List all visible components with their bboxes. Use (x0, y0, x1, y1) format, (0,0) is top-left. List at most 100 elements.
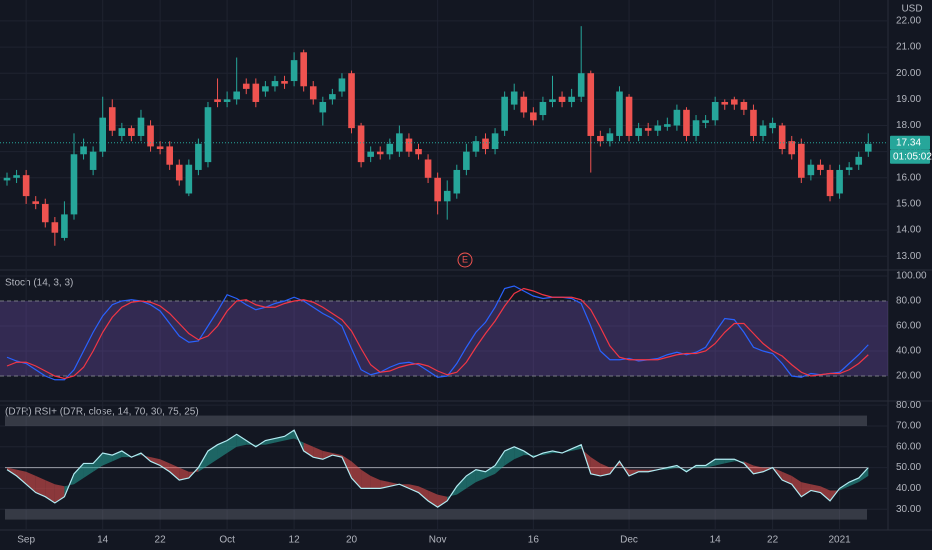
series-line (6, 429, 869, 508)
currency-label: USD (901, 4, 922, 15)
countdown-label: 01:05:02 (893, 151, 932, 162)
candle-body (329, 94, 336, 100)
candle-body (185, 164, 193, 194)
y-tick-label: 80.00 (896, 296, 921, 307)
candle-body (855, 156, 863, 165)
y-tick-label: 60.00 (896, 441, 921, 452)
x-tick-label: 14 (97, 535, 109, 546)
candle-body (472, 141, 480, 152)
rsi-fill (284, 430, 295, 441)
y-tick-label: 80.00 (896, 400, 921, 411)
candle-body (367, 151, 374, 157)
candle-body (443, 190, 451, 202)
candle-body (137, 117, 145, 136)
y-tick-label: 22.00 (896, 16, 921, 27)
x-tick-label: Nov (429, 535, 447, 546)
candle-body (826, 169, 834, 197)
candle-body (348, 73, 355, 129)
candle-body (80, 146, 87, 155)
rsi-fill (849, 477, 859, 487)
rsi-fill (217, 440, 228, 460)
candle-body (41, 203, 49, 223)
series-line (6, 285, 869, 381)
rsi-fill (600, 463, 610, 476)
candle-body (625, 96, 633, 136)
candle-body (99, 117, 106, 152)
candle-body (319, 101, 327, 113)
candle-body (195, 143, 202, 170)
candle-body (644, 128, 652, 131)
candle-body (61, 214, 68, 238)
candle-body (692, 120, 700, 136)
candle-body (769, 122, 776, 129)
candle-body (778, 125, 786, 150)
candle-body (817, 164, 824, 170)
candle-body (405, 138, 413, 152)
rsi-fill (858, 467, 869, 483)
x-tick-label: 12 (289, 535, 301, 546)
candle-body (482, 138, 489, 150)
candle-body (386, 143, 394, 155)
rsi-fill (112, 450, 122, 462)
candle-body (70, 154, 78, 215)
candle-body (89, 151, 97, 170)
rsi-fill (475, 469, 486, 483)
rsi-fill (16, 469, 27, 485)
y-tick-label: 70.00 (896, 421, 921, 432)
candle-body (501, 96, 508, 131)
candle-body (214, 99, 221, 102)
candle-body (204, 107, 212, 163)
candle-body (664, 124, 671, 127)
candle-body (415, 149, 422, 155)
y-tick-label: 19.00 (896, 94, 921, 105)
candle-body (290, 60, 298, 82)
candle-body (147, 125, 154, 147)
x-tick-label: 22 (155, 535, 167, 546)
x-tick-label: Sep (17, 535, 35, 546)
candle-body (635, 128, 642, 136)
candle-body (702, 120, 709, 123)
rsi-fill (715, 459, 725, 466)
candle-body (51, 222, 59, 233)
indicator-title: (D7R) RSI+ (D7R, close, 14, 70, 30, 75, … (5, 407, 199, 418)
x-tick-label: Dec (620, 535, 638, 546)
rsi-fill (361, 469, 371, 489)
y-tick-label: 20.00 (896, 371, 921, 382)
candle-body (271, 81, 279, 87)
candle-body (845, 167, 853, 170)
rsi-fill (724, 459, 735, 464)
candle-body (654, 125, 662, 131)
y-tick-label: 40.00 (896, 346, 921, 357)
labels-layer: Sep 14 22 Oct 12 20 Nov 16 Dec 14 22 2021 13.00 14.00… (17, 16, 932, 546)
rsi-fill (73, 463, 84, 485)
candle-body (568, 96, 575, 102)
y-tick-label: 16.00 (896, 172, 921, 183)
candle-body (309, 86, 317, 100)
rsi-fill (303, 442, 314, 458)
candle-body (798, 143, 805, 178)
rsi-band (5, 509, 867, 520)
candle-body (453, 169, 461, 194)
candle-body (491, 133, 499, 150)
candle-body (721, 101, 729, 105)
x-tick-label: Oct (219, 535, 235, 546)
candle-body (357, 125, 365, 163)
candle-body (740, 101, 748, 110)
rsi-fill (160, 459, 170, 472)
rsi-fill (495, 450, 505, 474)
candle-body (338, 78, 346, 92)
candle-body (759, 125, 767, 136)
rsi-fill (35, 475, 46, 497)
candle-body (616, 91, 623, 136)
indicator-title: Stoch (14, 3, 3) (5, 278, 73, 289)
candle-body (252, 83, 260, 102)
last-price-label: 17.34 (896, 137, 921, 148)
y-tick-label: 15.00 (896, 199, 921, 210)
rsi-fill (408, 484, 419, 493)
x-tick-label: 14 (710, 535, 722, 546)
marks-layer: E (0, 26, 888, 520)
rsi-fill (791, 475, 802, 497)
last-price-box (890, 135, 930, 150)
candle-body (128, 128, 135, 136)
